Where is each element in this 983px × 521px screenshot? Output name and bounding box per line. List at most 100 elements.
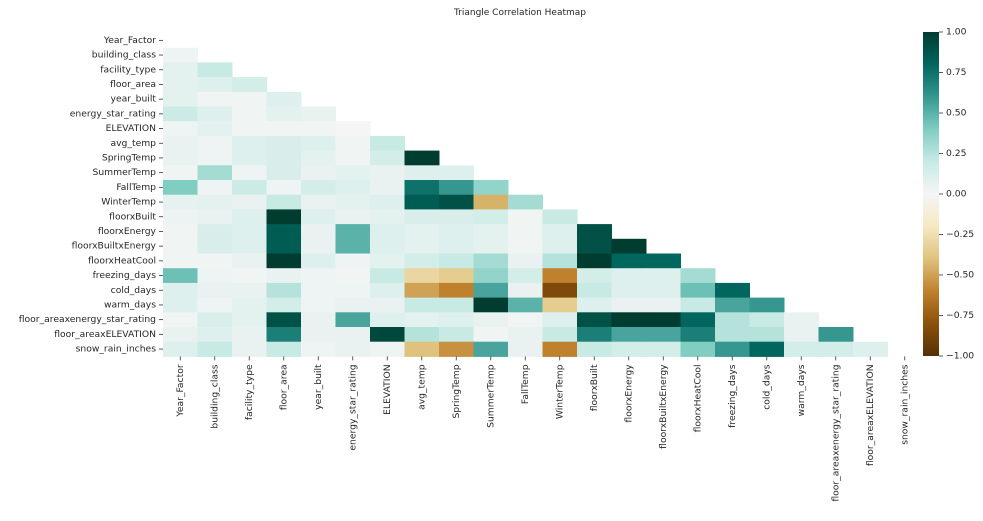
heatmap-cell-cold_days-floorxHeatCool — [680, 282, 716, 299]
heatmap-cell-floorxEnergy-FallTemp — [508, 224, 543, 240]
y-tick-label: FallTemp — [116, 182, 156, 193]
x-tick-label: floor_area — [279, 364, 290, 410]
heatmap-cell-floorxBuilt-WinterTemp — [542, 209, 578, 225]
heatmap-cell-floorxBuiltxEnergy-avg_temp — [404, 238, 440, 254]
heatmap-cell-FallTemp-ELEVATION — [370, 180, 405, 196]
heatmap-cell-floor_areaxenergy_star_rating-SummerTemp — [473, 312, 509, 328]
heatmap-cell-WinterTemp-energy_star_rating — [335, 194, 371, 210]
heatmap-cell-floor_areaxELEVATION-WinterTemp — [542, 327, 578, 343]
heatmap-cell-floorxHeatCool-SpringTemp — [439, 253, 474, 269]
heatmap-cell-snow_rain_inches-floor_areaxenergy_star_rating — [818, 341, 854, 357]
heatmap-cell-snow_rain_inches-WinterTemp — [542, 341, 578, 357]
heatmap-cell-floorxEnergy-floor_area — [266, 224, 302, 240]
heatmap-cell-floorxHeatCool-facility_type — [232, 253, 267, 269]
heatmap-cell-floor_area-building_class — [197, 77, 233, 93]
heatmap-cell-energy_star_rating-facility_type — [232, 106, 267, 122]
heatmap-cell-freezing_days-floorxBuilt — [577, 268, 612, 284]
heatmap-cell-energy_star_rating-Year_Factor — [163, 106, 198, 122]
heatmap-cell-floor_areaxenergy_star_rating-Year_Factor — [163, 312, 198, 328]
heatmap-cell-FallTemp-building_class — [197, 180, 233, 196]
colorbar-tick-label: 0.25 — [946, 148, 967, 159]
heatmap-cell-warm_days-facility_type — [232, 297, 267, 313]
heatmap-cell-SpringTemp-energy_star_rating — [335, 150, 371, 166]
heatmap-cell-floor_areaxELEVATION-floor_area — [266, 327, 302, 343]
heatmap-cell-warm_days-year_built — [301, 297, 336, 313]
x-tick-label: facility_type — [244, 364, 255, 420]
heatmap-cell-FallTemp-year_built — [301, 180, 336, 196]
heatmap-cell-floorxBuiltxEnergy-SummerTemp — [473, 238, 509, 254]
heatmap-cell-floorxBuiltxEnergy-ELEVATION — [370, 238, 405, 254]
x-tick-label: floorxBuilt — [589, 364, 600, 411]
colorbar-tick-label: 0.50 — [946, 108, 967, 119]
heatmap-cell-WinterTemp-year_built — [301, 194, 336, 210]
heatmap-cell-freezing_days-SummerTemp — [473, 268, 509, 284]
x-tick-label: SummerTemp — [486, 364, 497, 428]
x-axis-labels: Year_Factor building_class facility_type fl… — [175, 356, 911, 502]
heatmap-cell-floor_areaxELEVATION-ELEVATION — [370, 327, 405, 343]
heatmap-cell-floorxBuiltxEnergy-FallTemp — [508, 238, 543, 254]
heatmap-cell-snow_rain_inches-floorxBuilt — [577, 341, 612, 357]
heatmap-cell-floor_areaxenergy_star_rating-floorxBuiltxEnergy — [646, 312, 681, 328]
heatmap-cell-floorxHeatCool-avg_temp — [404, 253, 440, 269]
heatmap-cell-SpringTemp-building_class — [197, 150, 233, 166]
y-tick-label: floorxBuilt — [109, 211, 156, 222]
heatmap-cells — [163, 47, 888, 357]
heatmap-cell-floor_areaxenergy_star_rating-cold_days — [749, 312, 785, 328]
x-tick-label: WinterTemp — [555, 364, 566, 419]
heatmap-cell-floor_areaxenergy_star_rating-floorxEnergy — [611, 312, 647, 328]
heatmap-cell-floorxEnergy-SummerTemp — [473, 224, 509, 240]
heatmap-cell-floorxBuilt-floor_area — [266, 209, 302, 225]
heatmap-cell-floorxBuiltxEnergy-floor_area — [266, 238, 302, 254]
colorbar-tick-label: −0.50 — [946, 270, 974, 281]
heatmap-cell-freezing_days-floor_area — [266, 268, 302, 284]
x-tick-label: SpringTemp — [451, 364, 462, 418]
heatmap-cell-WinterTemp-ELEVATION — [370, 194, 405, 210]
heatmap-cell-WinterTemp-building_class — [197, 194, 233, 210]
heatmap-cell-FallTemp-Year_Factor — [163, 180, 198, 196]
heatmap-cell-avg_temp-year_built — [301, 135, 336, 152]
heatmap-cell-floor_areaxenergy_star_rating-freezing_days — [715, 312, 750, 328]
x-tick-label: FallTemp — [520, 364, 531, 404]
heatmap-cell-avg_temp-floor_area — [266, 135, 302, 152]
heatmap-cell-floorxBuilt-facility_type — [232, 209, 267, 225]
heatmap-cell-floorxHeatCool-floorxBuilt — [577, 253, 612, 269]
heatmap-cell-SummerTemp-Year_Factor — [163, 165, 198, 181]
heatmap-cell-floor_areaxELEVATION-warm_days — [784, 327, 819, 343]
heatmap-cell-SpringTemp-ELEVATION — [370, 150, 405, 166]
heatmap-cell-freezing_days-floorxBuiltxEnergy — [646, 268, 681, 284]
y-tick-label: WinterTemp — [101, 197, 156, 208]
heatmap-cell-warm_days-SummerTemp — [473, 297, 509, 313]
heatmap-cell-warm_days-Year_Factor — [163, 297, 198, 313]
heatmap-cell-FallTemp-facility_type — [232, 180, 267, 196]
heatmap-cell-floorxEnergy-ELEVATION — [370, 224, 405, 240]
heatmap-cell-SummerTemp-SpringTemp — [439, 165, 474, 181]
heatmap-cell-floorxEnergy-SpringTemp — [439, 224, 474, 240]
heatmap-cell-floorxHeatCool-FallTemp — [508, 253, 543, 269]
heatmap-cell-building_class-Year_Factor — [163, 47, 198, 63]
x-tick-label: floor_areaxenergy_star_rating — [831, 364, 842, 501]
heatmap-cell-freezing_days-Year_Factor — [163, 268, 198, 284]
x-tick-label: floorxBuiltxEnergy — [658, 364, 669, 449]
colorbar-tick-label: −0.25 — [946, 229, 974, 240]
y-tick-label: Year_Factor — [103, 35, 156, 46]
heatmap-cell-freezing_days-ELEVATION — [370, 268, 405, 284]
heatmap-cell-floorxHeatCool-energy_star_rating — [335, 253, 371, 269]
heatmap-cell-warm_days-floorxHeatCool — [680, 297, 716, 313]
heatmap-cell-freezing_days-SpringTemp — [439, 268, 474, 284]
heatmap-cell-warm_days-ELEVATION — [370, 297, 405, 313]
heatmap-cell-avg_temp-facility_type — [232, 135, 267, 152]
heatmap-cell-warm_days-floorxBuiltxEnergy — [646, 297, 681, 313]
heatmap-cell-floorxBuilt-ELEVATION — [370, 209, 405, 225]
heatmap-cell-cold_days-freezing_days — [715, 282, 750, 299]
heatmap-cell-snow_rain_inches-FallTemp — [508, 341, 543, 357]
heatmap-cell-ELEVATION-floor_area — [266, 121, 302, 137]
heatmap-cell-snow_rain_inches-year_built — [301, 341, 336, 357]
heatmap-cell-freezing_days-FallTemp — [508, 268, 543, 284]
heatmap-cell-floor_areaxenergy_star_rating-FallTemp — [508, 312, 543, 328]
y-axis-labels: Year_Factor building_class facility_typefl… — [19, 35, 163, 355]
heatmap-cell-SpringTemp-avg_temp — [404, 150, 440, 166]
heatmap-cell-freezing_days-floorxEnergy — [611, 268, 647, 284]
heatmap-cell-snow_rain_inches-floorxHeatCool — [680, 341, 716, 357]
colorbar-tick-label: −0.75 — [946, 310, 974, 321]
